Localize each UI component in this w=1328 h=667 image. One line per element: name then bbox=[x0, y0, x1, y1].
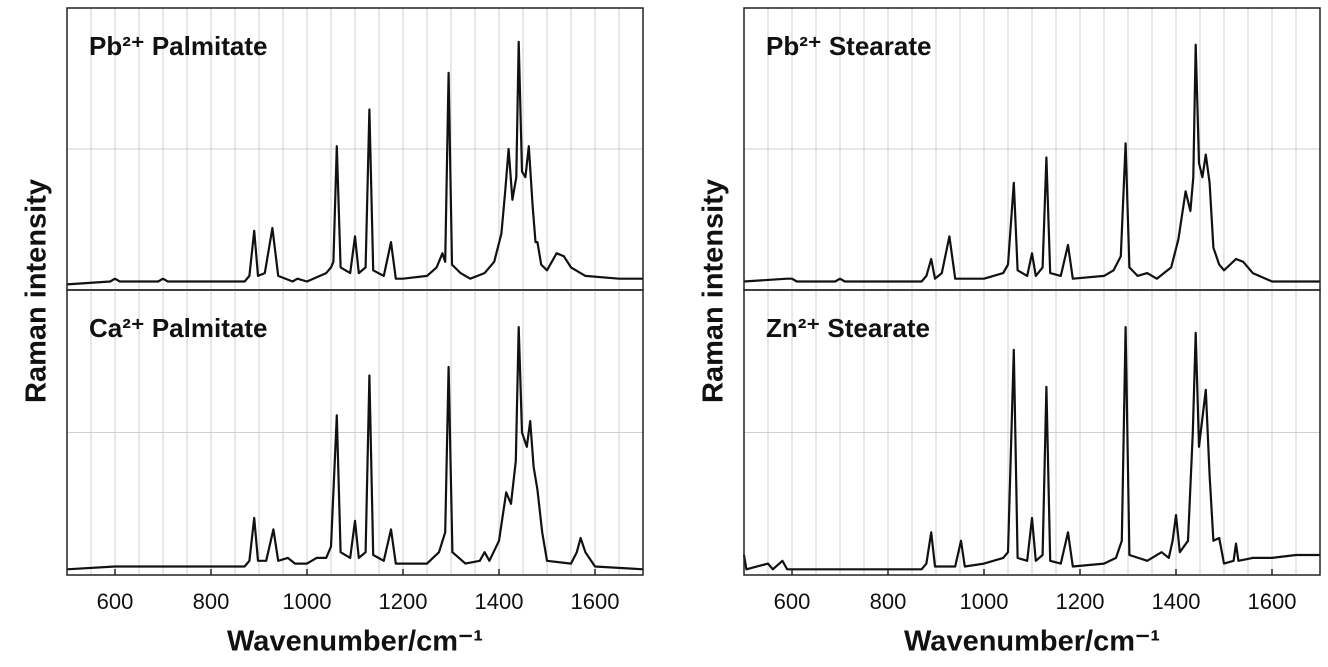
panel-title: Pb²⁺ Palmitate bbox=[89, 31, 267, 61]
panel-title: Zn²⁺ Stearate bbox=[766, 313, 930, 343]
spectrum-line bbox=[66, 40, 643, 286]
plot-frame bbox=[743, 289, 1321, 576]
x-axis-label: Wavenumber/cm⁻¹ bbox=[904, 626, 1160, 658]
panel-title: Pb²⁺ Stearate bbox=[766, 31, 931, 61]
x-tick-label: 1600 bbox=[1248, 589, 1297, 614]
spectrum-line bbox=[742, 326, 1320, 571]
x-tick-label: 800 bbox=[870, 589, 907, 614]
x-tick-label: 1400 bbox=[475, 589, 524, 614]
y-axis-label: Raman intensity bbox=[21, 179, 53, 403]
x-tick-label: 600 bbox=[97, 589, 134, 614]
x-tick-label: 1200 bbox=[1056, 589, 1105, 614]
spectrum-line bbox=[743, 43, 1320, 283]
x-tick-label: 1200 bbox=[379, 589, 428, 614]
x-tick-label: 1000 bbox=[283, 589, 332, 614]
spectrum-line bbox=[66, 326, 644, 571]
x-tick-label: 1600 bbox=[571, 589, 620, 614]
x-tick-label: 1000 bbox=[960, 589, 1009, 614]
y-axis-label: Raman intensity bbox=[698, 179, 730, 403]
panel-title: Ca²⁺ Palmitate bbox=[89, 313, 267, 343]
x-tick-label: 1400 bbox=[1152, 589, 1201, 614]
x-tick-label: 600 bbox=[774, 589, 811, 614]
x-axis-label: Wavenumber/cm⁻¹ bbox=[227, 626, 483, 658]
x-tick-label: 800 bbox=[193, 589, 230, 614]
plot-frame bbox=[66, 289, 644, 576]
